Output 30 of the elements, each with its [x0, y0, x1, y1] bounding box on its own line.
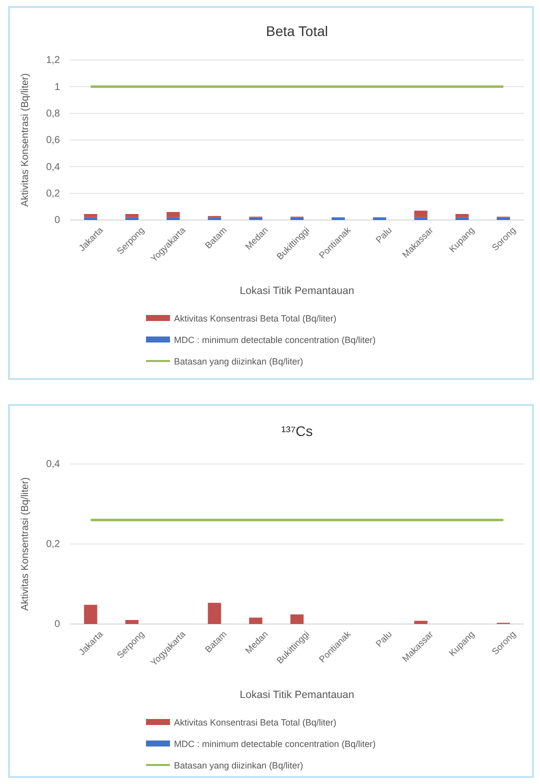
bar [125, 620, 139, 624]
legend-label: Batasan yang diizinkan (Bq/liter) [174, 356, 304, 366]
y-tick-label: 0,2 [46, 188, 60, 200]
bar [208, 602, 222, 624]
y-tick-label: 0,4 [46, 459, 60, 470]
x-tick-label: Palu [374, 225, 394, 245]
y-tick-label: 0 [54, 215, 60, 226]
bar [290, 614, 304, 624]
legend-label: MDC : minimum detectable concentration (Bq/liter) [174, 335, 376, 345]
chart-title: Beta Total [266, 23, 328, 39]
x-tick-label: Palu [374, 629, 394, 649]
bar [249, 618, 262, 624]
legend-label: Aktivitas Konsentrasi Beta Total (Bq/liter) [174, 314, 336, 324]
bar [414, 620, 428, 624]
legend-label: Aktivitas Konsentrasi Beta Total (Bq/liter) [174, 718, 336, 728]
legend-label: Batasan yang diizinkan (Bq/liter) [174, 760, 304, 770]
y-tick-label: 1 [54, 82, 60, 93]
y-tick-label: 0,6 [46, 135, 60, 146]
y-tick-label: 0 [54, 619, 60, 630]
legend-label: MDC : minimum detectable concentration (Bq/liter) [174, 739, 376, 749]
y-tick-label: 0,2 [46, 539, 60, 550]
y-tick-label: 0,8 [46, 108, 60, 120]
bar [84, 604, 98, 624]
y-axis-title: Aktivitas Konsentrasi (Bq/liter) [20, 477, 31, 611]
x-axis-title: Lokasi Titik Pemantauan [240, 689, 354, 701]
y-tick-label: 0,4 [46, 162, 60, 173]
chart-title: ¹³⁷Cs [281, 423, 313, 439]
y-axis-title: Aktivitas Konsentrasi (Bq/liter) [20, 73, 31, 207]
y-tick-label: 1,2 [46, 55, 60, 66]
x-axis-title: Lokasi Titik Pemantauan [240, 285, 354, 297]
